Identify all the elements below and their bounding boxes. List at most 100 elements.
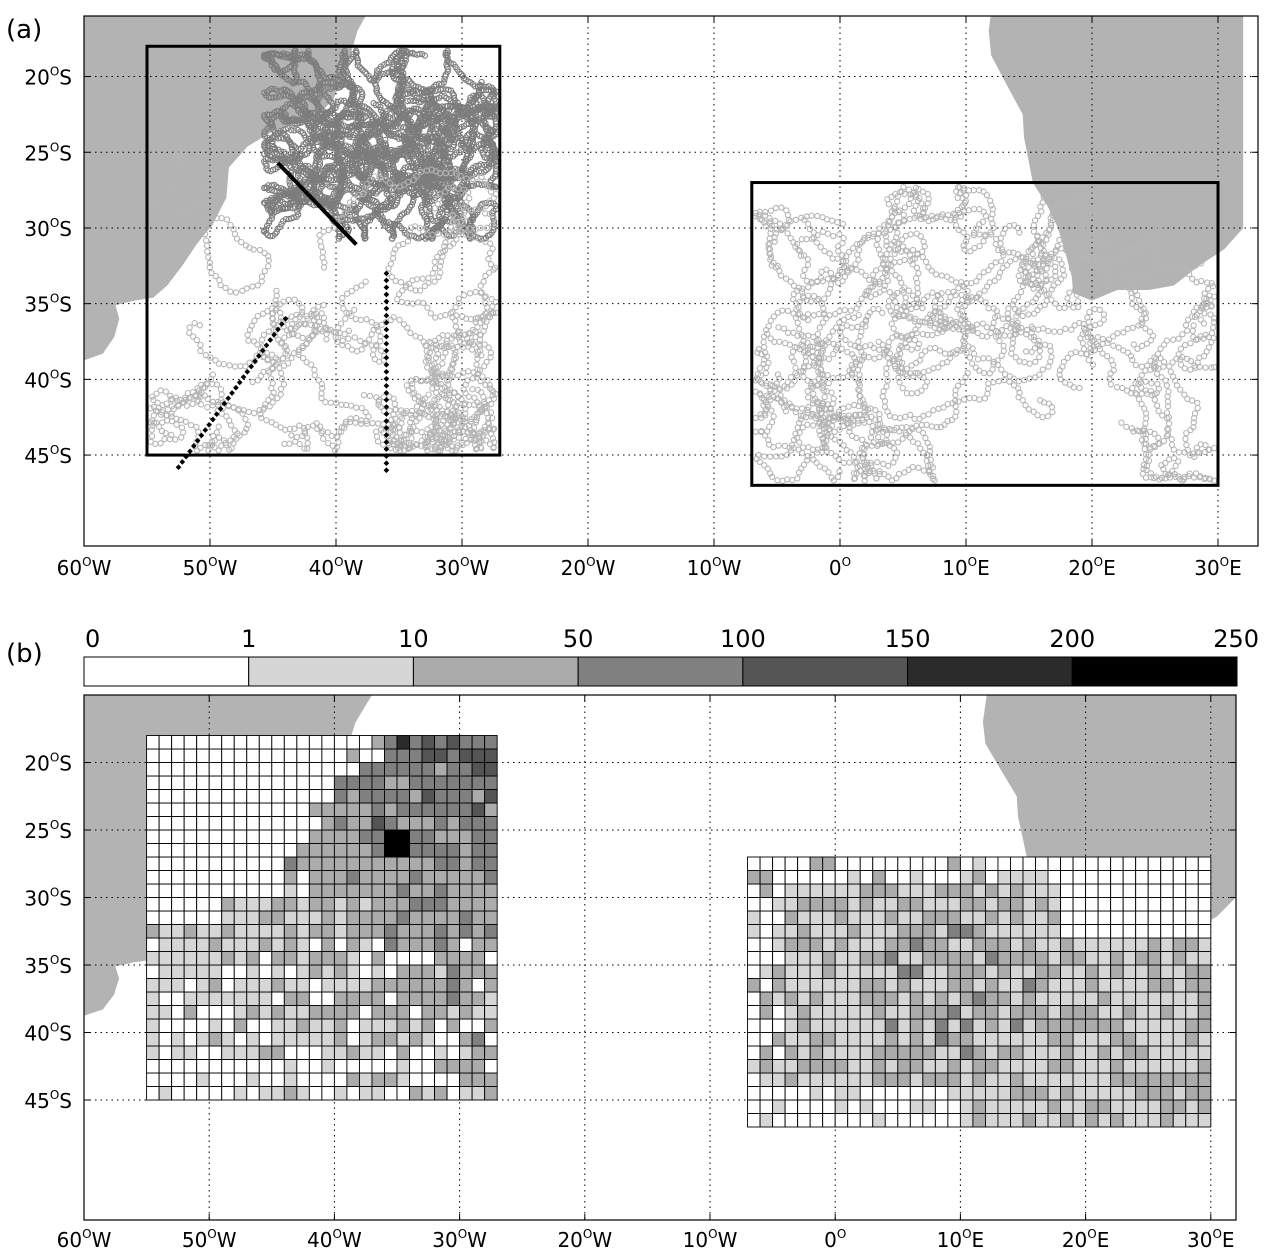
drifter-track-west-dark bbox=[383, 190, 390, 198]
drifter-track-west-dark bbox=[394, 221, 401, 228]
drifter-track-west-light bbox=[429, 270, 436, 277]
drifter-track-west-dark bbox=[386, 177, 393, 184]
drifter-track-west-light bbox=[469, 386, 476, 393]
drifter-track-west-dark bbox=[349, 161, 356, 168]
drifter-track-west-light bbox=[454, 372, 462, 379]
drifter-track-west-light bbox=[340, 305, 347, 312]
drifter-track-west-dark bbox=[283, 153, 291, 160]
drifter-track-west-light bbox=[353, 348, 361, 355]
drifter-track-west-light bbox=[223, 216, 231, 223]
drifter-track-west-light bbox=[408, 435, 415, 442]
drifter-track-west-dark bbox=[476, 168, 483, 175]
drifter-track-west-dark bbox=[451, 151, 459, 158]
drifter-track-west-light bbox=[209, 402, 216, 409]
drifter-track-west-dark bbox=[400, 210, 408, 217]
drifter-track-west-light bbox=[231, 363, 239, 370]
drifter-track-west-light bbox=[147, 438, 154, 445]
drifter-track-west-dark bbox=[492, 202, 499, 210]
drifter-track-west-dark bbox=[370, 77, 377, 85]
drifter-track-west-light bbox=[320, 435, 327, 442]
drifter-track-west-dark bbox=[488, 84, 495, 91]
drifter-track-west-dark bbox=[460, 112, 467, 119]
drifter-track-west-dark bbox=[399, 82, 406, 90]
drifter-track-west-dark bbox=[481, 235, 488, 242]
drifter-track-west-light bbox=[446, 243, 454, 250]
drifter-track-west-light bbox=[368, 319, 375, 326]
drifter-track-west-dark bbox=[473, 108, 480, 116]
drifter-track-west-dark bbox=[361, 235, 368, 242]
drifter-track-west-dark bbox=[289, 78, 296, 85]
drifter-track-west-light bbox=[182, 418, 190, 425]
drifter-track-west-dark bbox=[421, 88, 429, 96]
drifter-track-west-dark bbox=[320, 153, 328, 160]
drifter-track-west-light bbox=[419, 275, 426, 282]
drifter-track-west-dark bbox=[290, 157, 297, 164]
drifter-track-west-dark bbox=[291, 127, 298, 134]
drifter-track-west-light bbox=[325, 226, 332, 234]
drifter-track-west-light bbox=[258, 414, 265, 422]
drifter-track-west-light bbox=[318, 243, 325, 250]
drifter-track-west-light bbox=[482, 437, 490, 444]
drifter-track-west-dark bbox=[269, 166, 277, 173]
drifter-track-west-light bbox=[251, 317, 258, 324]
drifter-track-west-light bbox=[492, 298, 500, 306]
drifter-track-west-light bbox=[193, 423, 200, 431]
drifter-track-west-light bbox=[327, 399, 334, 406]
drifter-track-west-light bbox=[258, 336, 266, 343]
drifter-track-west-light bbox=[415, 299, 422, 306]
drifter-track-west-light bbox=[261, 267, 268, 275]
drifter-track-west-dark bbox=[482, 83, 489, 91]
drifter-track-west-dark bbox=[263, 226, 270, 233]
drifter-track-west-light bbox=[421, 282, 429, 290]
drifter-track-west-light bbox=[197, 341, 204, 349]
drifter-track-west-dark bbox=[332, 104, 339, 111]
drifter-track-west-light bbox=[439, 354, 447, 361]
drifter-track-west-light bbox=[485, 255, 492, 263]
drifter-track-west-light bbox=[486, 249, 494, 257]
drifter-track-west-light bbox=[360, 392, 368, 399]
drifter-track-west-dark bbox=[462, 155, 470, 163]
drifter-track-west-dark bbox=[341, 50, 348, 57]
drifter-track-west-light bbox=[427, 310, 434, 317]
drifter-track-west-light bbox=[304, 440, 311, 447]
drifter-track-west-dark bbox=[423, 217, 431, 225]
drifter-track-west-light bbox=[437, 313, 444, 320]
drifter-track-west-light bbox=[259, 310, 267, 317]
drifter-track-west-dark bbox=[406, 107, 413, 114]
drifter-track-west-light bbox=[465, 368, 472, 375]
drifter-track-west-light bbox=[323, 336, 330, 343]
drifter-track-west-light bbox=[204, 404, 211, 411]
drifter-track-west-dark bbox=[408, 201, 415, 209]
drifter-track-west-dark bbox=[450, 141, 458, 149]
drifter-track-west-light bbox=[173, 421, 180, 428]
drifter-track-west-light bbox=[387, 260, 395, 267]
drifter-track-west-light bbox=[339, 294, 346, 302]
drifter-track-west-light bbox=[284, 360, 292, 367]
drifter-track-west-light bbox=[431, 258, 438, 266]
drifter-track-west-dark bbox=[397, 170, 404, 177]
drifter-track-west-light bbox=[244, 331, 251, 339]
drifter-track-west-light bbox=[216, 277, 223, 284]
drifter-track-west-dark bbox=[363, 140, 371, 147]
drifter-track-west-dark bbox=[290, 160, 297, 168]
drifter-track-west-dark bbox=[475, 234, 482, 241]
drifter-track-west-dark bbox=[322, 109, 329, 117]
drifter-track-west-dark bbox=[340, 81, 347, 88]
drifter-track-west-light bbox=[148, 433, 156, 440]
drifter-track-west-dark bbox=[377, 72, 384, 79]
drifter-track-west-light bbox=[477, 282, 484, 289]
drifter-track-west-light bbox=[202, 237, 210, 244]
drifter-track-west-dark bbox=[329, 183, 336, 191]
drifter-track-west-dark bbox=[436, 173, 443, 180]
drifter-track-west-dark bbox=[280, 148, 288, 156]
drifter-track-west-dark bbox=[346, 160, 354, 168]
drifter-track-west-dark bbox=[352, 101, 359, 108]
drifter-track-west-dark bbox=[390, 229, 397, 236]
drifter-track-west-light bbox=[412, 333, 419, 340]
drifter-track-west-light bbox=[374, 420, 382, 427]
drifter-track-west-dark bbox=[465, 108, 473, 115]
drifter-track-west-light bbox=[369, 419, 376, 427]
drifter-track-west-light bbox=[377, 347, 385, 354]
drifter-track-west-light bbox=[245, 408, 252, 416]
drifter-track-west-light bbox=[273, 287, 280, 295]
